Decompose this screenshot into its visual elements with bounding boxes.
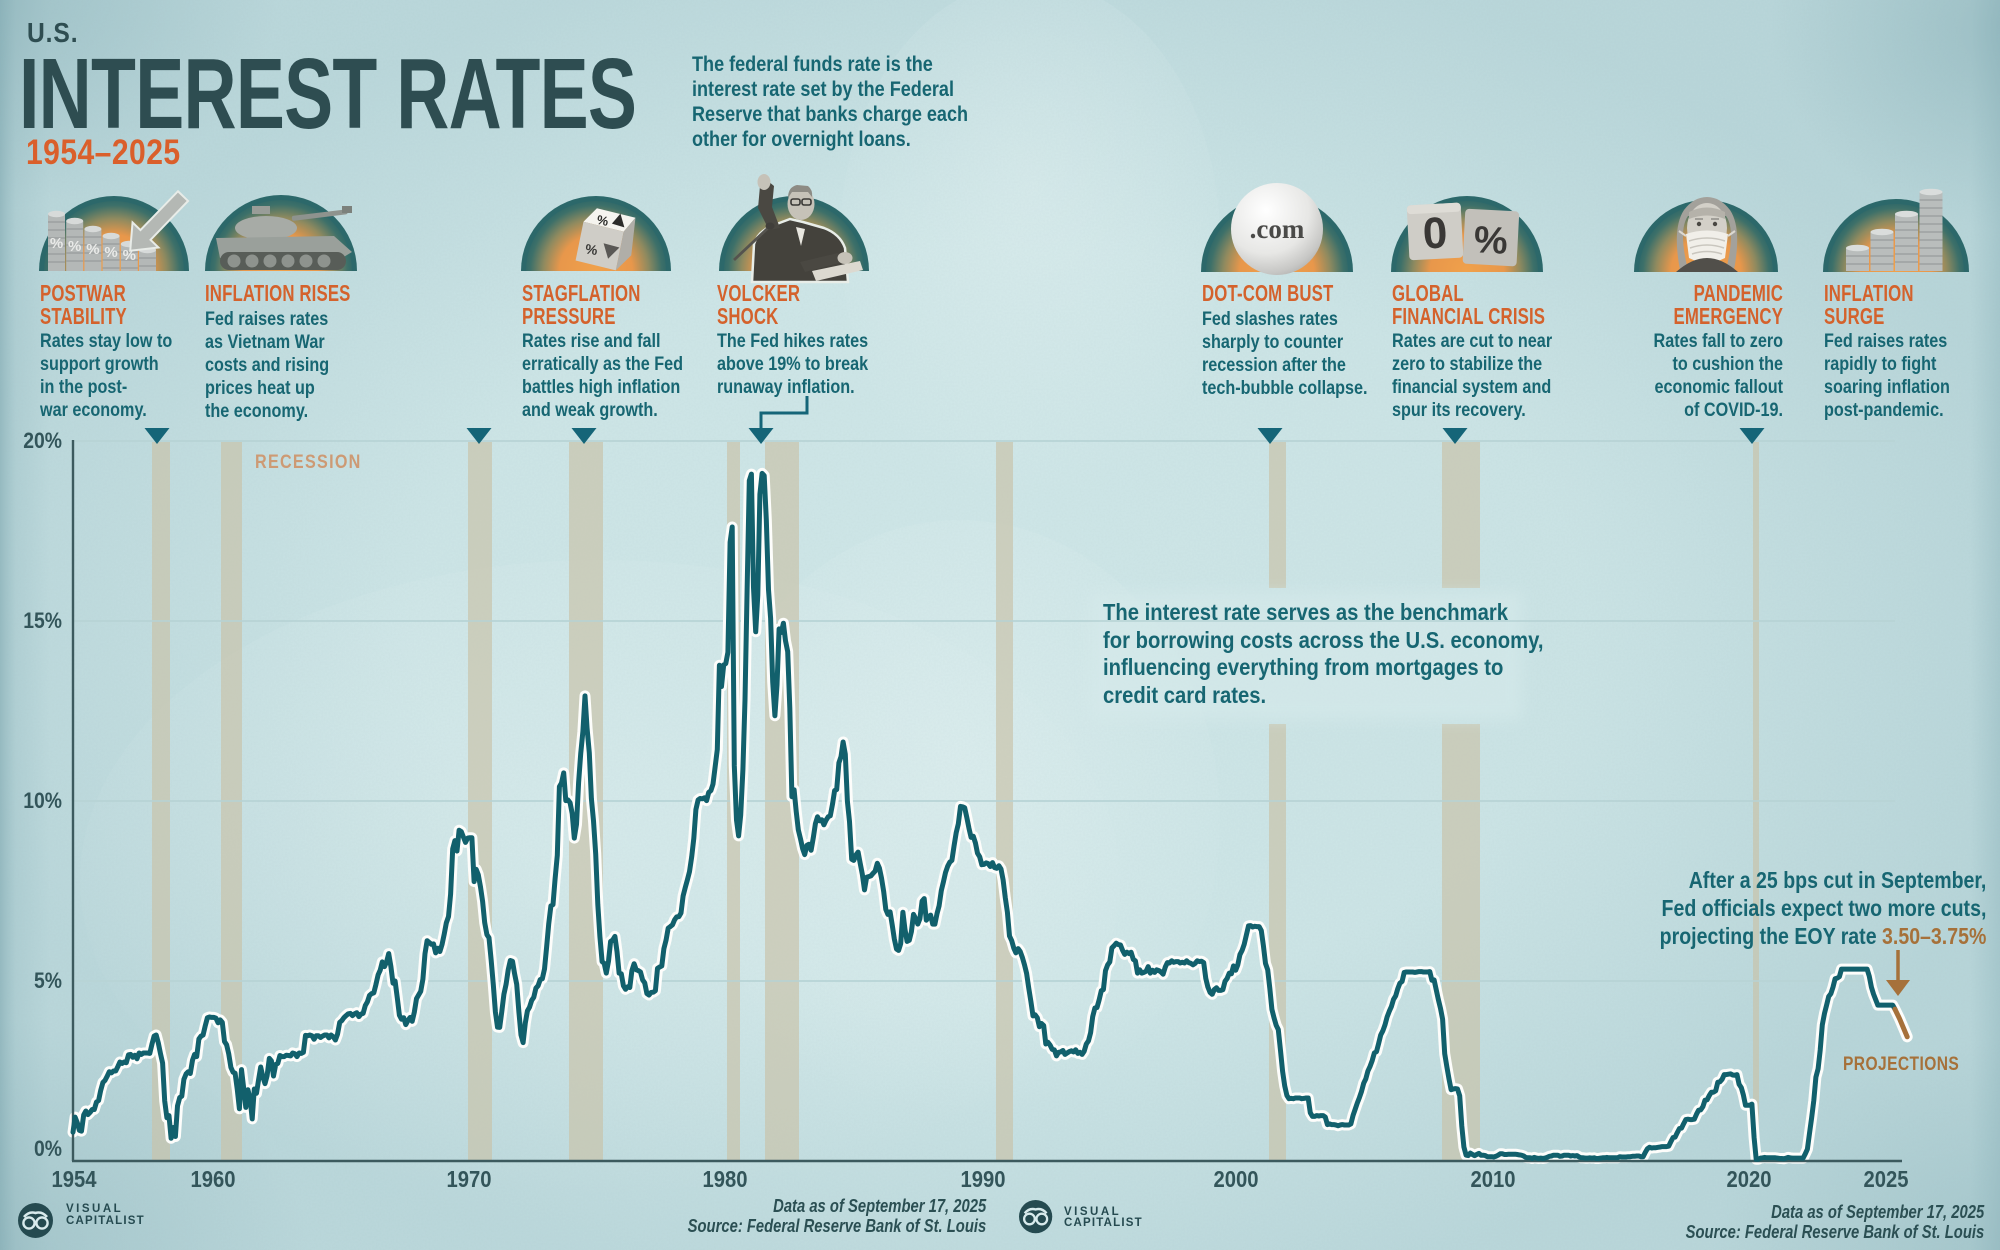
svg-text:%: %: [1473, 219, 1509, 263]
svg-text:%: %: [104, 244, 117, 261]
svg-text:%: %: [68, 238, 81, 255]
svg-text:0: 0: [1422, 208, 1449, 258]
svg-text:%: %: [584, 241, 598, 258]
svg-text:%: %: [50, 235, 63, 252]
svg-text:%: %: [596, 212, 611, 229]
svg-text:%: %: [86, 241, 99, 258]
svg-text:.com: .com: [1250, 214, 1305, 244]
